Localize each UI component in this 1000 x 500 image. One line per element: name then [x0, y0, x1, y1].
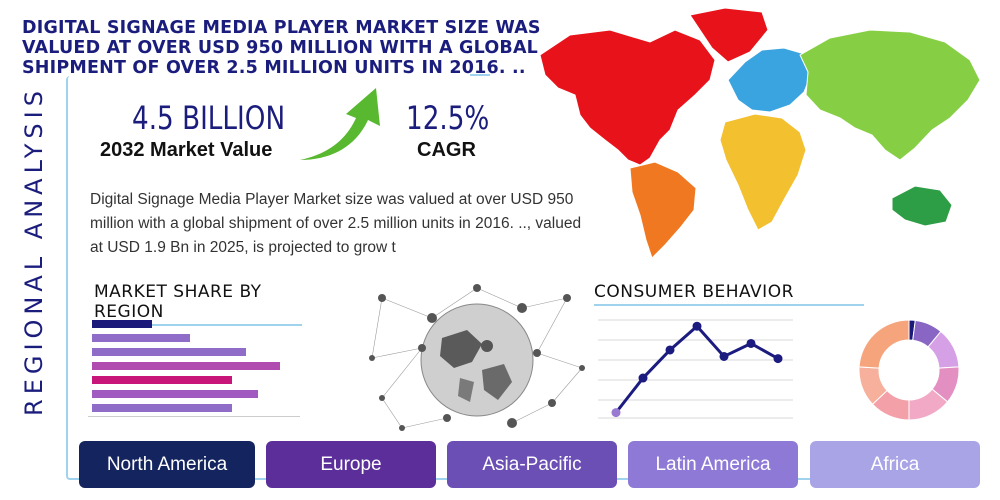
headline-line: Digital Signage Media Player Market size…: [22, 18, 541, 38]
consumer-line-point: [611, 408, 621, 418]
side-label-text: REGIONAL ANALYSIS: [20, 86, 48, 416]
market-value-label: 2032 Market Value: [100, 139, 273, 161]
consumer-donut-chart: [858, 319, 960, 421]
consumer-line-point: [665, 345, 675, 355]
north-america-shape: [539, 29, 716, 166]
region-button-europe[interactable]: Europe: [266, 441, 436, 488]
consumer-line-point: [638, 373, 648, 383]
market-share-bar: [92, 404, 232, 412]
greenland-shape: [689, 7, 769, 63]
consumer-line-point: [773, 354, 783, 364]
africa-shape: [719, 113, 807, 231]
cagr-value: 12.5%: [406, 99, 490, 137]
market-share-bar: [92, 376, 232, 384]
side-label: REGIONAL ANALYSIS: [4, 86, 64, 416]
market-share-bar: [92, 348, 246, 356]
consumer-behavior-title: CONSUMER BEHAVIOR: [594, 282, 864, 306]
south-america-shape: [629, 161, 697, 259]
growth-arrow-icon: [300, 88, 380, 160]
market-share-bar: [92, 362, 280, 370]
region-button-africa[interactable]: Africa: [810, 441, 980, 488]
consumer-line-point: [719, 351, 729, 361]
market-value: 4.5 BILLION: [132, 99, 286, 137]
region-button-asia-pacific[interactable]: Asia-Pacific: [447, 441, 617, 488]
asia-shape: [799, 29, 981, 161]
consumer-line-point: [746, 338, 756, 348]
cagr-label: CAGR: [417, 139, 476, 161]
headline-line: shipment of over 2.5 million units in 20…: [22, 58, 526, 78]
region-button-north-america[interactable]: North America: [79, 441, 255, 488]
market-share-bar: [92, 334, 190, 342]
europe-shape: [727, 47, 813, 113]
australia-shape: [891, 185, 953, 227]
consumer-line-point: [692, 321, 702, 331]
market-share-axis: [88, 416, 300, 417]
headline-line: valued at over USD 950 million with a gl…: [22, 38, 539, 58]
description: Digital Signage Media Player Market size…: [90, 191, 582, 256]
market-share-bar: [92, 320, 152, 328]
network-globe-illustration: [369, 284, 585, 431]
consumer-line-chart: [598, 319, 793, 419]
headline: Digital Signage Media Player Market size…: [22, 18, 541, 78]
donut-slice: [858, 319, 910, 369]
region-button-latin-america[interactable]: Latin America: [628, 441, 798, 488]
market-share-title: MARKET SHARE BY REGION: [94, 282, 302, 326]
world-map: [539, 7, 981, 259]
market-share-bar: [92, 390, 258, 398]
frame-top-segment: [470, 74, 490, 76]
